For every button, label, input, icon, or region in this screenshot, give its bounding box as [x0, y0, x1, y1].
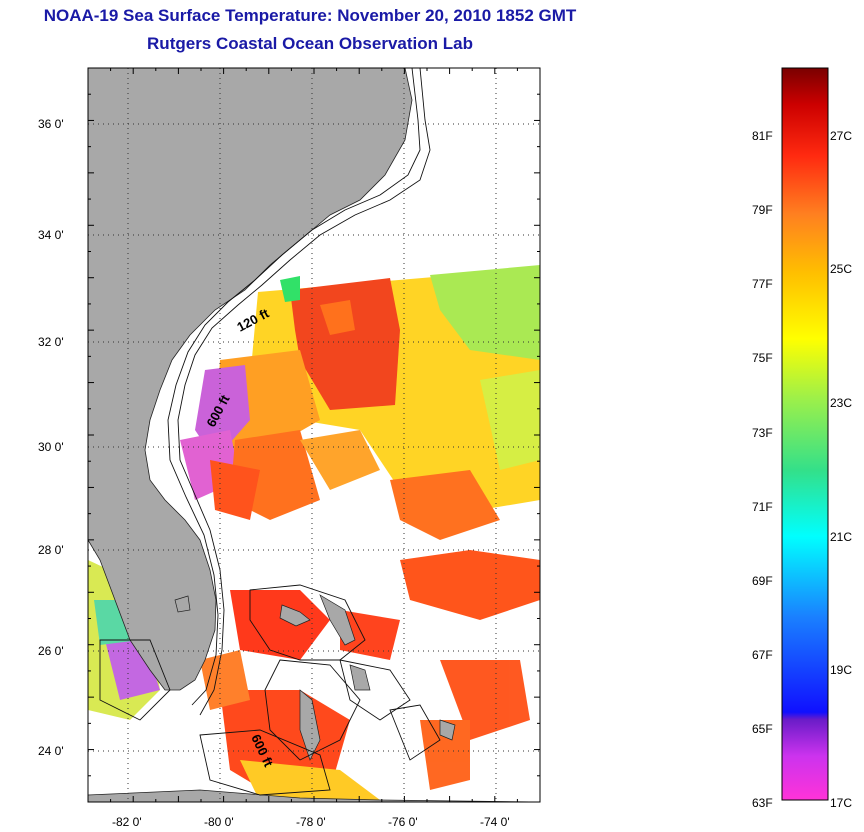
cb-label-81f: 81F [752, 129, 773, 143]
lat-label-32: 32 0' [38, 335, 64, 349]
lon-label-78: -78 0' [296, 815, 326, 829]
sst-swath [88, 265, 540, 802]
lat-label-24: 24 0' [38, 744, 64, 758]
cb-label-63f: 63F [752, 796, 773, 810]
lat-label-26: 26 0' [38, 644, 64, 658]
map-content: 120 ft 600 ft 600 ft [88, 68, 540, 802]
lon-label-82: -82 0' [112, 815, 142, 829]
map-title: NOAA-19 Sea Surface Temperature: Novembe… [43, 6, 577, 25]
cb-label-21c: 21C [830, 530, 852, 544]
cb-label-71f: 71F [752, 500, 773, 514]
map-subtitle: Rutgers Coastal Ocean Observation Lab [147, 34, 473, 53]
cb-label-75f: 75F [752, 351, 773, 365]
colorbar-fahrenheit-labels: 81F 79F 77F 75F 73F 71F 69F 67F 65F 63F [752, 129, 773, 810]
cb-label-19c: 19C [830, 663, 852, 677]
cb-label-27c: 27C [830, 129, 852, 143]
cb-label-17c: 17C [830, 796, 852, 810]
latitude-labels: 24 0' 26 0' 28 0' 30 0' 32 0' 34 0' 36 0… [38, 117, 64, 758]
cb-label-77f: 77F [752, 277, 773, 291]
lat-label-34: 34 0' [38, 228, 64, 242]
graticule [88, 68, 540, 802]
lon-label-80: -80 0' [204, 815, 234, 829]
lat-label-28: 28 0' [38, 543, 64, 557]
colorbar-gradient [781, 67, 829, 801]
cb-label-23c: 23C [830, 396, 852, 410]
colorbar: 81F 79F 77F 75F 73F 71F 69F 67F 65F 63F … [752, 67, 852, 810]
colorbar-celsius-labels: 27C 25C 23C 21C 19C 17C [830, 129, 852, 810]
cb-label-69f: 69F [752, 574, 773, 588]
cb-label-73f: 73F [752, 426, 773, 440]
lat-label-36: 36 0' [38, 117, 64, 131]
longitude-labels: -82 0' -80 0' -78 0' -76 0' -74 0' [112, 815, 510, 829]
islands [174, 594, 456, 761]
lat-label-30: 30 0' [38, 440, 64, 454]
cb-label-79f: 79F [752, 203, 773, 217]
cb-label-67f: 67F [752, 648, 773, 662]
lon-label-74: -74 0' [480, 815, 510, 829]
lon-label-76: -76 0' [388, 815, 418, 829]
land-mass [88, 68, 413, 691]
cb-label-25c: 25C [830, 262, 852, 276]
axis-ticks [87, 67, 541, 803]
cb-label-65f: 65F [752, 722, 773, 736]
